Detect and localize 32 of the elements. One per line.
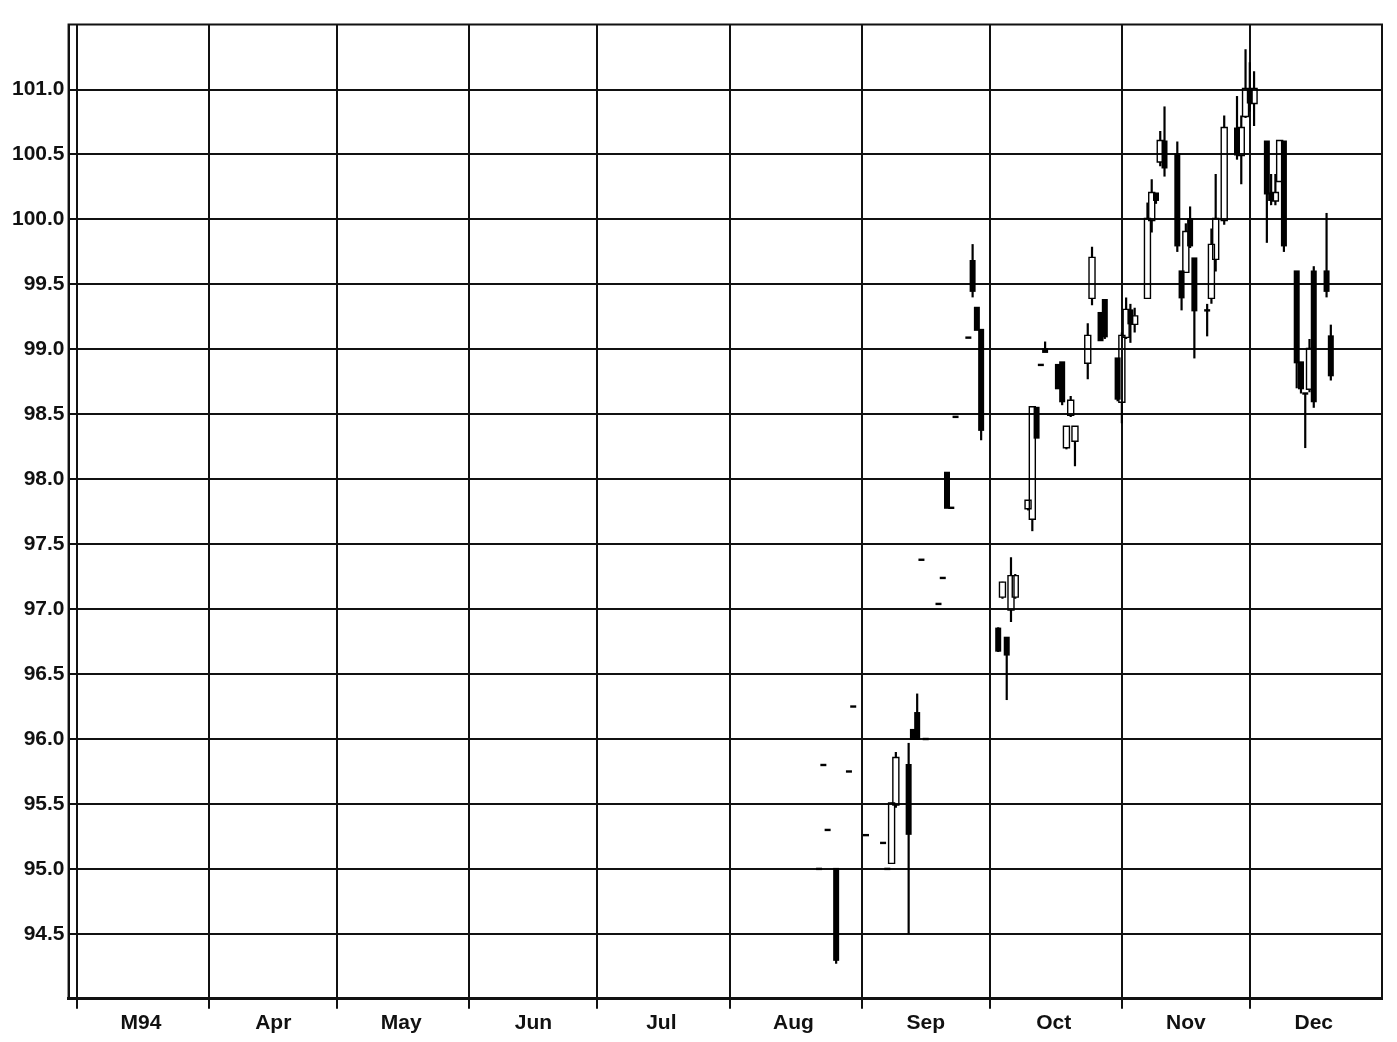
y-tick-label: 96.0 (23, 725, 65, 749)
candlestick (1204, 302, 1211, 338)
y-tick-label: 99.5 (23, 271, 65, 295)
candlestick (1084, 322, 1092, 381)
y-tick-label: 95.5 (23, 790, 65, 814)
candlestick (1323, 211, 1330, 299)
y-tick-label: 100.5 (11, 141, 65, 165)
x-tick-label: May (380, 1010, 422, 1034)
x-tick-label: M94 (120, 1010, 162, 1034)
x-tick-label: Apr (255, 1010, 292, 1034)
y-tick-label: 95.0 (23, 855, 65, 879)
x-tick-label: Aug (773, 1010, 814, 1034)
x-tick-label: Nov (1165, 1010, 1206, 1034)
x-tick-label: Jun (514, 1010, 553, 1034)
x-tick-label: Jul (646, 1010, 677, 1034)
candlestick (1302, 392, 1309, 450)
candlestick (965, 336, 972, 339)
y-tick-label: 100.0 (11, 206, 65, 230)
x-tick-label: Sep (906, 1010, 945, 1034)
y-tick-label: 94.5 (23, 920, 65, 944)
y-tick-label: 98.5 (23, 401, 65, 425)
y-tick-label: 98.0 (23, 466, 65, 490)
x-tick-label: Oct (1036, 1010, 1072, 1034)
y-tick-label: 96.5 (23, 660, 65, 684)
y-tick-label: 101.0 (11, 76, 65, 100)
y-tick-label: 97.0 (23, 595, 65, 619)
candlestick (850, 705, 857, 708)
x-tick-label: Dec (1294, 1010, 1334, 1034)
candlestick (845, 770, 852, 773)
y-tick-label: 97.5 (23, 530, 65, 554)
candlestick (1003, 636, 1010, 702)
y-tick-label: 99.0 (23, 336, 65, 360)
